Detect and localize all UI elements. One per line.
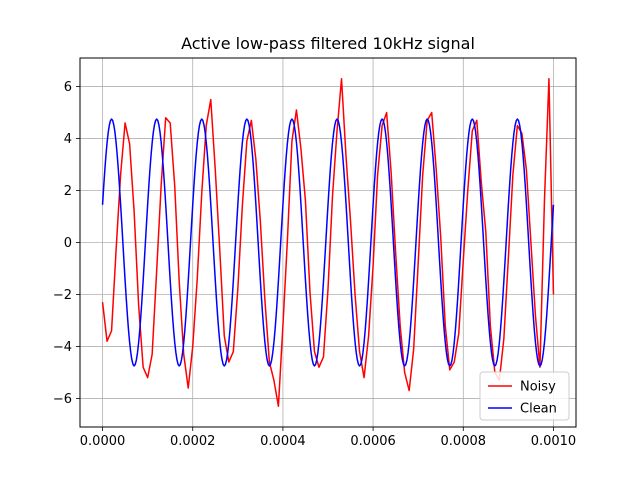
y-tick-label: −4: [53, 340, 72, 355]
x-tick-label: 0.0006: [350, 434, 396, 449]
legend-label-noisy: Noisy: [520, 380, 556, 395]
y-tick-label: −2: [53, 288, 72, 303]
series-line-noisy: [101, 78, 555, 407]
x-tick-label: 0.0000: [80, 434, 126, 449]
series-layer: [101, 78, 555, 407]
y-tick-label: 6: [64, 80, 72, 95]
y-tick-label: 2: [64, 184, 72, 199]
legend-label-clean: Clean: [520, 402, 557, 417]
x-tick-label: 0.0004: [260, 434, 306, 449]
grid: [80, 58, 576, 427]
x-tick-label: 0.0010: [531, 434, 577, 449]
series-line-clean: [101, 118, 555, 367]
y-tick-label: 0: [64, 236, 72, 251]
y-tick-label: −6: [53, 392, 72, 407]
y-tick-label: 4: [64, 132, 72, 147]
x-tick-label: 0.0008: [441, 434, 487, 449]
axis-ticks: 0.0000 0.0002 0.0004 0.0006 0.0008 0.0010 −6 −4…: [53, 80, 576, 449]
legend: Noisy Clean: [479, 371, 570, 421]
x-tick-label: 0.0002: [170, 434, 216, 449]
chart-title: Active low-pass filtered 10kHz signal: [181, 34, 475, 53]
